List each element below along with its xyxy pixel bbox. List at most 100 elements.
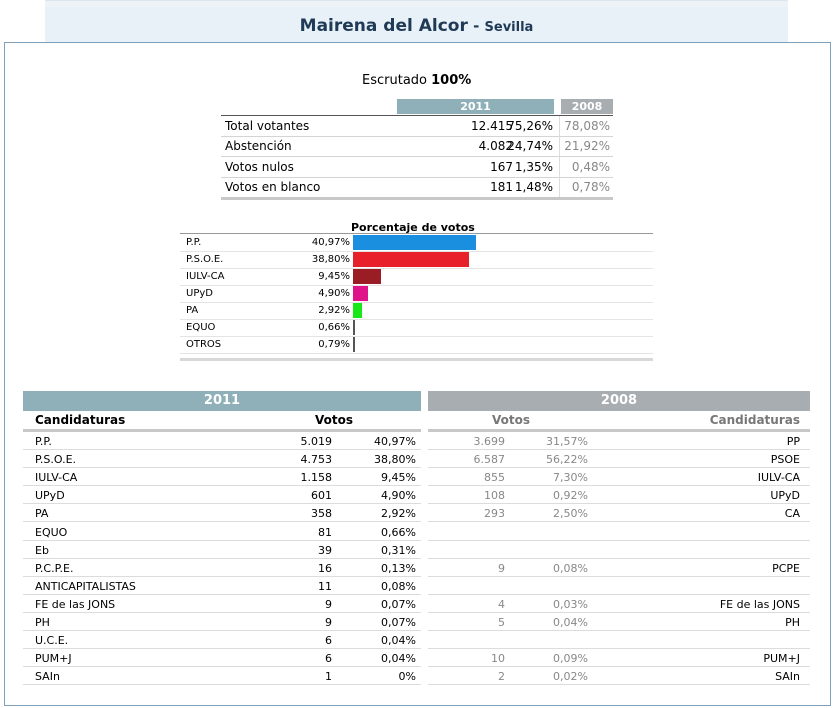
party-votes: 4.753 bbox=[300, 453, 333, 466]
summary-percent-2008: 0,48% bbox=[571, 160, 610, 174]
table-row-2008: 4 0,03% FE de las JONS bbox=[428, 595, 810, 613]
party-percent-2008: 0,09% bbox=[553, 652, 588, 665]
bar-value-label: 4,90% bbox=[318, 288, 350, 299]
party-name: UPyD bbox=[35, 489, 65, 502]
party-percent: 0% bbox=[398, 670, 416, 683]
table-row-2008: 6.587 56,22% PSOE bbox=[428, 450, 810, 468]
detail-header-2011: 2011 bbox=[23, 391, 421, 411]
table-row-2008: 3.699 31,57% PP bbox=[428, 432, 810, 450]
bar-chart-title: Porcentaje de votos bbox=[351, 221, 475, 234]
bar-row: UPyD 4,90% bbox=[180, 285, 653, 303]
party-votes-2008: 855 bbox=[484, 471, 505, 484]
table-row-2008 bbox=[428, 541, 810, 559]
col-candidaturas: Candidaturas bbox=[35, 413, 126, 427]
party-name-2008: IULV-CA bbox=[757, 471, 800, 484]
bar-row: EQUO 0,66% bbox=[180, 319, 653, 337]
party-name: PUM+J bbox=[35, 652, 72, 665]
table-row: IULV-CA 1.158 9,45% bbox=[23, 468, 421, 486]
party-percent-2008: 0,03% bbox=[553, 598, 588, 611]
bar-row: PA 2,92% bbox=[180, 302, 653, 320]
party-name: FE de las JONS bbox=[35, 598, 116, 611]
escrutado-value: 100% bbox=[431, 73, 472, 88]
party-name: PH bbox=[35, 616, 50, 629]
party-votes: 39 bbox=[318, 544, 332, 557]
summary-label: Votos nulos bbox=[225, 160, 294, 174]
bar-value-label: 38,80% bbox=[311, 254, 350, 265]
table-row: U.C.E. 6 0,04% bbox=[23, 631, 421, 649]
bar-value-label: 0,79% bbox=[318, 339, 350, 350]
col-votos-2008: Votos bbox=[492, 413, 530, 427]
title-separator: - bbox=[467, 17, 485, 35]
party-name-2008: UPyD bbox=[770, 489, 800, 502]
summary-number: 4.082 bbox=[478, 139, 513, 153]
bar-label: UPyD bbox=[186, 288, 213, 299]
party-percent: 0,04% bbox=[381, 634, 416, 647]
summary-row: Votos en blanco 181 1,48% 0,78% bbox=[221, 177, 613, 200]
col-votos: Votos bbox=[315, 413, 353, 427]
table-row-2008: 855 7,30% IULV-CA bbox=[428, 468, 810, 486]
summary-percent: 24,74% bbox=[507, 139, 553, 153]
party-percent: 0,04% bbox=[381, 652, 416, 665]
bar-label: P.P. bbox=[186, 237, 202, 248]
party-votes-2008: 4 bbox=[498, 598, 505, 611]
table-row-2008: 2 0,02% SAIn bbox=[428, 667, 810, 685]
bar-row: P.P. 40,97% bbox=[180, 234, 653, 252]
party-name: P.P. bbox=[35, 435, 52, 448]
results-frame bbox=[4, 42, 831, 706]
party-name: SAIn bbox=[35, 670, 60, 683]
bar-value-label: 2,92% bbox=[318, 305, 350, 316]
summary-label: Votos en blanco bbox=[225, 180, 321, 194]
bar-value-label: 0,66% bbox=[318, 322, 350, 333]
party-name-2008: SAIn bbox=[775, 670, 800, 683]
party-votes: 81 bbox=[318, 526, 332, 539]
table-row-2008: 9 0,08% PCPE bbox=[428, 559, 810, 577]
party-votes-2008: 293 bbox=[484, 507, 505, 520]
table-row-2008: 10 0,09% PUM+J bbox=[428, 649, 810, 667]
party-votes-2008: 3.699 bbox=[473, 435, 506, 448]
escrutado-text: Escrutado bbox=[362, 73, 427, 88]
party-percent-2008: 7,30% bbox=[553, 471, 588, 484]
province-name: Sevilla bbox=[484, 20, 534, 35]
table-row: ANTICAPITALISTAS 11 0,08% bbox=[23, 577, 421, 595]
col-candidaturas-2008: Candidaturas bbox=[709, 413, 800, 427]
party-percent: 0,08% bbox=[381, 580, 416, 593]
bar-label: PA bbox=[186, 305, 199, 316]
table-row: EQUO 81 0,66% bbox=[23, 523, 421, 541]
party-votes: 9 bbox=[325, 616, 332, 629]
bar-chart: P.P. 40,97% P.S.O.E. 38,80% IULV-CA 9,45% UPyD… bbox=[180, 233, 653, 361]
summary-number: 167 bbox=[490, 160, 513, 174]
bar bbox=[353, 337, 355, 352]
top-strip bbox=[45, 0, 788, 7]
party-percent-2008: 0,92% bbox=[553, 489, 588, 502]
party-votes: 1 bbox=[325, 670, 332, 683]
bar bbox=[353, 303, 362, 318]
party-percent-2008: 31,57% bbox=[546, 435, 588, 448]
city-name: Mairena del Alcor bbox=[299, 16, 468, 36]
party-votes: 601 bbox=[311, 489, 332, 502]
bar-label: EQUO bbox=[186, 322, 216, 333]
summary-percent: 1,35% bbox=[514, 160, 553, 174]
bar bbox=[353, 286, 368, 301]
summary-row: Total votantes 12.415 75,26% 78,08% bbox=[221, 115, 613, 137]
summary-row: Votos nulos 167 1,35% 0,48% bbox=[221, 157, 613, 178]
party-name-2008: CA bbox=[784, 507, 800, 520]
party-name-2008: PSOE bbox=[770, 453, 800, 466]
party-votes: 1.158 bbox=[300, 471, 333, 484]
party-votes-2008: 9 bbox=[498, 562, 505, 575]
table-row-2008 bbox=[428, 577, 810, 595]
party-percent: 9,45% bbox=[381, 471, 416, 484]
title-band: Mairena del Alcor - Sevilla bbox=[45, 0, 788, 43]
table-row: P.S.O.E. 4.753 38,80% bbox=[23, 450, 421, 468]
table-row-2008: 293 2,50% CA bbox=[428, 504, 810, 522]
party-percent-2008: 2,50% bbox=[553, 507, 588, 520]
detail-columns-2011: Candidaturas Votos bbox=[23, 411, 421, 432]
table-row-2008: 108 0,92% UPyD bbox=[428, 486, 810, 504]
bar-label: IULV-CA bbox=[186, 271, 225, 282]
party-percent: 38,80% bbox=[374, 453, 416, 466]
bar-label: OTROS bbox=[186, 339, 222, 350]
party-name: Eb bbox=[35, 544, 49, 557]
bar-value-label: 9,45% bbox=[318, 271, 350, 282]
party-name: P.C.P.E. bbox=[35, 562, 74, 575]
summary-divider bbox=[559, 157, 560, 177]
bar bbox=[353, 235, 476, 250]
